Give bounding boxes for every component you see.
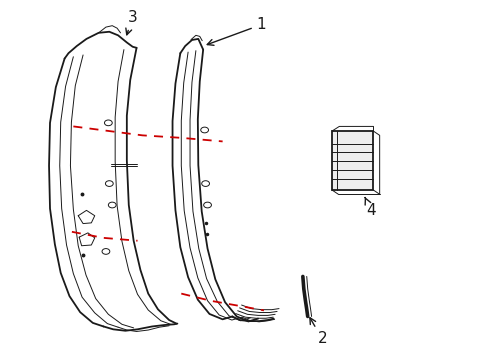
Text: 1: 1 — [207, 17, 266, 45]
Text: 4: 4 — [365, 198, 375, 218]
Text: 2: 2 — [309, 318, 326, 346]
Bar — [331, 131, 372, 190]
Text: 3: 3 — [125, 10, 137, 35]
